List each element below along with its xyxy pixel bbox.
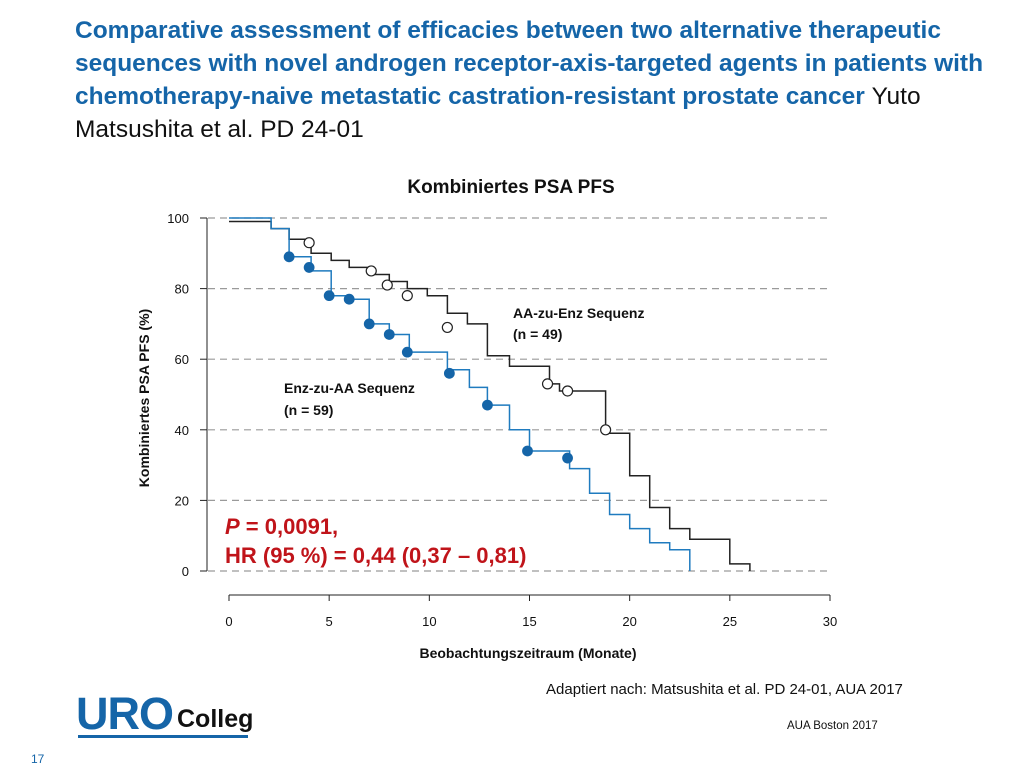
logo-uro-text: URO	[76, 688, 174, 739]
x-tick-label: 0	[225, 614, 232, 629]
censor-marker-aa-zu-enz	[561, 385, 574, 397]
censor-marker-enz-zu-aa	[482, 399, 493, 411]
title-citation: Yuto Matsushita et al. PD 24-01	[75, 83, 921, 143]
source-note: Adaptiert nach: Matsushita et al. PD 24-…	[546, 681, 903, 698]
series-lines	[229, 217, 751, 571]
slide-number: 17	[31, 752, 45, 766]
censor-marker-aa-zu-enz	[381, 279, 393, 291]
km-curve-enz-zu-aa	[229, 217, 691, 571]
censor-marker-enz-zu-aa	[283, 251, 295, 263]
logo-colleg-text: Colleg	[177, 705, 254, 733]
y-tick-label: 20	[175, 493, 189, 508]
uro-colleg-logo: URO Colleg	[76, 690, 261, 740]
hr-annotation: HR (95 %) = 0,44 (0,37 – 0,81)	[225, 543, 526, 568]
y-tick-label: 100	[167, 211, 189, 226]
censor-marker-aa-zu-enz	[541, 378, 554, 390]
x-tick-label: 5	[326, 614, 333, 629]
x-tick-label: 25	[723, 614, 737, 629]
y-axis-label: Kombiniertes PSA PFS (%)	[136, 309, 152, 487]
chart-title: Kombiniertes PSA PFS	[407, 177, 614, 198]
censor-marker-aa-zu-enz	[365, 265, 377, 277]
censor-marker-enz-zu-aa	[562, 452, 573, 464]
censor-marker-aa-zu-enz	[303, 237, 315, 249]
legend-enz-aa-n: (n = 59)	[284, 402, 333, 418]
y-tick-label: 40	[175, 423, 189, 438]
gridlines	[208, 217, 830, 572]
slide-title: Comparative assessment of efficacies bet…	[75, 14, 1005, 146]
x-tick-label: 10	[422, 614, 436, 629]
censor-marker-enz-zu-aa	[522, 445, 533, 457]
censor-marker-enz-zu-aa	[323, 290, 335, 302]
censor-marker-aa-zu-enz	[441, 321, 453, 334]
axes: 0 20 40 60 80 100 0 5 10 15 20 25 30	[167, 211, 837, 629]
km-curve-aa-zu-enz	[229, 220, 751, 571]
censor-marker-enz-zu-aa	[363, 318, 375, 330]
p-prefix: P	[225, 514, 240, 539]
x-tick-label: 15	[522, 614, 536, 629]
x-axis-label: Beobachtungszeitraum (Monate)	[419, 645, 636, 661]
legend-enz-aa-name: Enz-zu-AA Sequenz	[284, 380, 415, 396]
y-tick-label: 0	[182, 564, 189, 579]
censor-marker-enz-zu-aa	[383, 329, 395, 340]
x-tick-label: 30	[823, 614, 837, 629]
censor-marker-aa-zu-enz	[600, 424, 612, 436]
y-tick-label: 80	[175, 282, 189, 297]
legend-aa-enz-n: (n = 49)	[513, 326, 562, 342]
censor-marker-enz-zu-aa	[443, 367, 455, 379]
logo-underline	[78, 735, 248, 738]
title-main: Comparative assessment of efficacies bet…	[75, 17, 984, 110]
legend-aa-enz-name: AA-zu-Enz Sequenz	[513, 305, 644, 321]
p-value: = 0,0091,	[240, 514, 338, 539]
censor-marker-enz-zu-aa	[343, 293, 355, 305]
censor-marker-enz-zu-aa	[303, 262, 315, 273]
p-value-annotation: P = 0,0091,	[225, 514, 338, 539]
censor-marker-enz-zu-aa	[401, 346, 413, 358]
x-tick-label: 20	[622, 614, 636, 629]
censor-markers	[283, 237, 612, 464]
censor-marker-aa-zu-enz	[401, 290, 413, 302]
y-tick-label: 60	[175, 352, 189, 367]
conference-label: AUA Boston 2017	[787, 720, 878, 732]
